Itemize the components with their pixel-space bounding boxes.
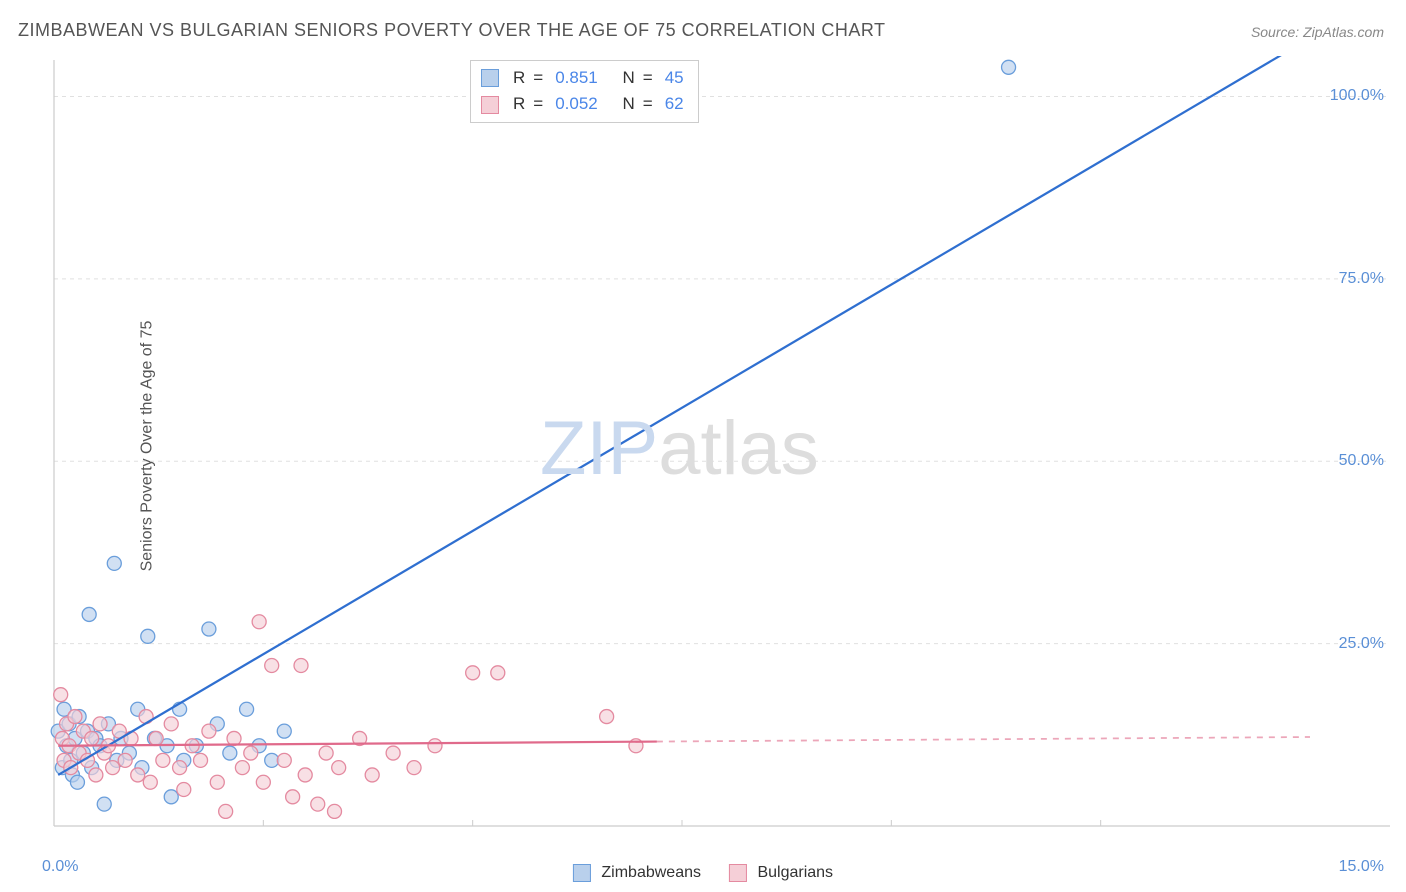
- swatch-a-icon: [573, 864, 591, 882]
- stat-eq: =: [643, 65, 653, 91]
- stat-n-a: 45: [665, 65, 684, 91]
- stat-eq: =: [643, 91, 653, 117]
- y-tick: 50.0%: [1339, 452, 1384, 470]
- bottom-legend: Zimbabweans Bulgarians: [573, 864, 833, 882]
- y-tick: 75.0%: [1339, 270, 1384, 288]
- x-tick-max: 15.0%: [1339, 858, 1384, 876]
- plot-area: ZIPatlas R = 0.851 N = 45 R = 0.052 N = …: [50, 56, 1390, 846]
- legend-label-b: Bulgarians: [757, 864, 833, 881]
- y-tick: 100.0%: [1330, 87, 1384, 105]
- stat-legend-row-a: R = 0.851 N = 45: [481, 65, 688, 91]
- scatter-chart: [50, 56, 1390, 846]
- swatch-b-icon: [481, 96, 499, 114]
- stat-r-b: 0.052: [555, 91, 598, 117]
- y-tick: 25.0%: [1339, 635, 1384, 653]
- stat-eq: =: [533, 91, 543, 117]
- stat-eq: =: [533, 65, 543, 91]
- legend-item-a: Zimbabweans: [573, 864, 701, 882]
- stat-legend: R = 0.851 N = 45 R = 0.052 N = 62: [470, 60, 699, 123]
- stat-r-label: R: [513, 91, 525, 117]
- stat-r-label: R: [513, 65, 525, 91]
- stat-n-label: N: [623, 91, 635, 117]
- chart-title: ZIMBABWEAN VS BULGARIAN SENIORS POVERTY …: [18, 20, 886, 41]
- stat-legend-row-b: R = 0.052 N = 62: [481, 91, 688, 117]
- swatch-a-icon: [481, 69, 499, 87]
- stat-n-label: N: [623, 65, 635, 91]
- legend-label-a: Zimbabweans: [601, 864, 701, 881]
- stat-r-a: 0.851: [555, 65, 598, 91]
- legend-item-b: Bulgarians: [729, 864, 833, 882]
- swatch-b-icon: [729, 864, 747, 882]
- source-label: Source: ZipAtlas.com: [1251, 24, 1384, 40]
- stat-n-b: 62: [665, 91, 684, 117]
- x-tick-min: 0.0%: [42, 858, 78, 876]
